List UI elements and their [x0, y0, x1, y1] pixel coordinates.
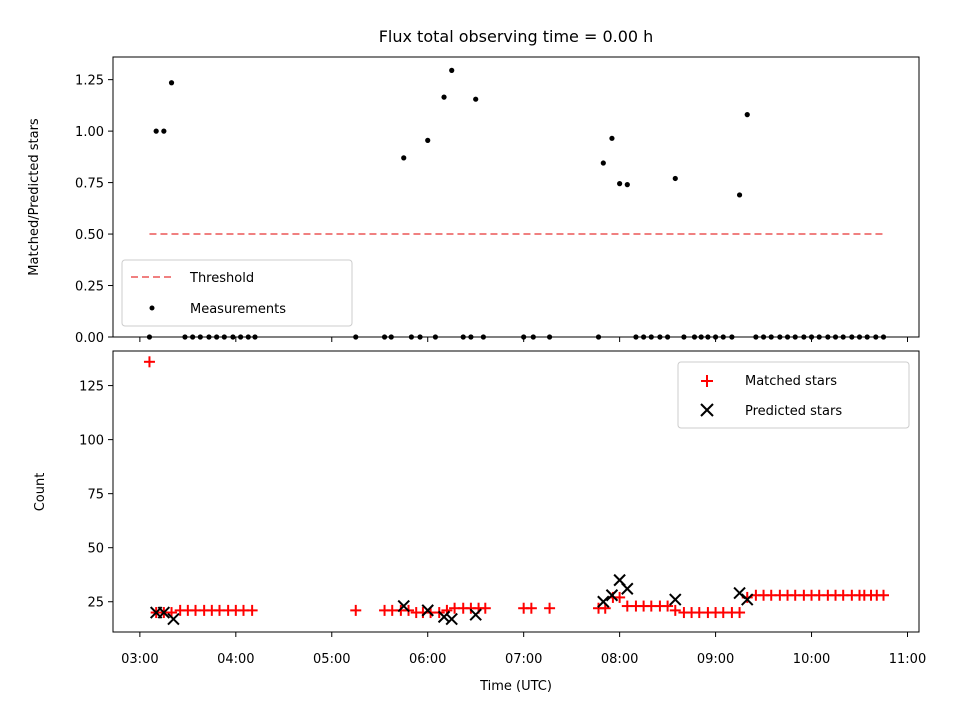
predicted-star-point	[397, 599, 410, 613]
bottom-y-tick-label: 25	[87, 596, 104, 611]
matched-star-point	[479, 602, 491, 614]
top-legend-box	[121, 259, 353, 327]
measurement-point	[624, 182, 630, 188]
measurement-point	[744, 112, 750, 118]
predicted-star-point	[157, 606, 171, 619]
predicted-legend-label: Predicted stars	[745, 404, 842, 419]
predicted-star-point	[469, 608, 482, 621]
measurement-point	[161, 128, 167, 134]
measurement-point	[441, 94, 447, 100]
matched-star-point	[525, 602, 537, 614]
matched-star-point	[246, 604, 258, 616]
matched-star-point	[734, 607, 746, 619]
bottom-x-tick-label: 08:00	[601, 652, 638, 667]
bottom-y-tick-label: 125	[79, 380, 104, 395]
bottom-y-tick-label: 100	[79, 434, 104, 449]
bottom-x-tick-label: 03:00	[121, 652, 158, 667]
predicted-star-point	[421, 604, 434, 617]
top-y-tick-label: 1.00	[75, 125, 104, 140]
matched-star-point	[614, 591, 626, 603]
bottom-x-tick-label: 06:00	[409, 652, 446, 667]
top-panel: 0.00 0.25 0.50 0.75 1.00 1.25 Matched/Predict…	[27, 56, 920, 346]
bottom-y-axis-label: Count	[33, 473, 48, 512]
bottom-x-tick-label: 11:00	[889, 652, 926, 667]
predicted-star-point	[621, 582, 634, 595]
predicted-star-point	[605, 589, 619, 602]
top-y-tick-label: 0.50	[75, 228, 104, 243]
bottom-y-tick-label: 75	[87, 488, 104, 503]
matched-star-point	[877, 589, 889, 601]
bottom-legend-box	[677, 361, 910, 429]
chart-title: Flux total observing time = 0.00 h	[379, 27, 654, 46]
bottom-legend: Matched stars Predicted stars	[677, 361, 910, 429]
bottom-x-tick-label: 04:00	[217, 652, 254, 667]
top-y-axis-label: Matched/Predicted stars	[27, 118, 42, 276]
top-y-ticks: 0.00 0.25 0.50 0.75 1.00 1.25	[75, 74, 113, 346]
predicted-legend-swatch	[700, 403, 714, 417]
bottom-x-tick-label: 09:00	[697, 652, 734, 667]
predicted-star-point	[741, 593, 754, 606]
measurements-legend-swatch	[149, 305, 155, 311]
measurement-point	[401, 155, 407, 161]
bottom-x-tick-label: 05:00	[313, 652, 350, 667]
matched-star-point	[669, 604, 681, 616]
top-y-tick-label: 0.25	[75, 280, 104, 295]
matched-star-point	[662, 600, 674, 612]
matched-star-point	[350, 604, 362, 616]
measurement-point	[672, 175, 678, 182]
measurement-point	[617, 181, 623, 187]
predicted-star-point	[669, 593, 682, 606]
top-axes-frame	[112, 56, 920, 338]
bottom-axes-frame	[112, 350, 920, 633]
predicted-star-point	[597, 595, 610, 608]
measurement-point	[473, 96, 479, 102]
matched-legend-label: Matched stars	[745, 374, 837, 389]
measurements-legend-label: Measurements	[190, 302, 286, 317]
measurement-point	[425, 137, 431, 143]
bottom-plot-area	[143, 356, 889, 626]
top-legend: Threshold Measurements	[121, 259, 353, 327]
bottom-y-tick-label: 50	[87, 542, 104, 557]
bottom-x-tick-label: 10:00	[793, 652, 830, 667]
top-x-ticks	[139, 337, 908, 342]
measurement-point	[168, 80, 175, 86]
bottom-x-ticks: 03:00 04:00 05:00 06:00 07:00 08:00 09:00 10:00…	[121, 632, 926, 667]
predicted-star-point	[437, 610, 451, 624]
threshold-legend-label: Threshold	[189, 271, 254, 286]
matched-legend-swatch	[701, 375, 713, 387]
bottom-panel: 03:00 04:00 05:00 06:00 07:00 08:00 09:00 10:00…	[33, 350, 926, 694]
matched-star-point	[544, 602, 556, 614]
measurement-point	[153, 128, 159, 134]
x-axis-label: Time (UTC)	[479, 679, 552, 694]
top-y-tick-label: 1.25	[75, 74, 104, 89]
matched-star-point	[143, 356, 155, 368]
top-y-tick-label: 0.75	[75, 177, 104, 192]
measurement-point	[600, 160, 606, 166]
predicted-star-point	[167, 612, 180, 626]
measurement-point	[609, 135, 615, 141]
top-y-tick-label: 0.00	[75, 331, 104, 346]
bottom-x-tick-label: 07:00	[505, 652, 542, 667]
predicted-star-point	[445, 612, 458, 626]
bottom-y-ticks: 25 50 75 100 125	[79, 380, 113, 611]
measurement-point	[449, 67, 455, 73]
measurement-point	[736, 192, 743, 198]
